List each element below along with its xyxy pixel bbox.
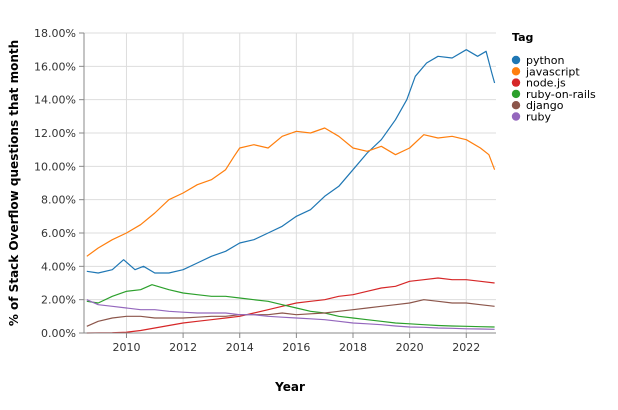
legend-label: javascript (525, 65, 580, 78)
legend-label: ruby (526, 111, 551, 124)
series-line-ruby (86, 299, 495, 330)
x-tick-label: 2010 (112, 341, 140, 354)
y-axis-ticks: 0.00% 2.00% 4.00% 6.00% 8.00% 10.00% 12.00% 14.… (34, 27, 84, 340)
legend-label: python (526, 54, 565, 67)
legend-label: ruby-on-rails (526, 88, 596, 101)
x-tick-label: 2016 (282, 341, 310, 354)
legend-item: python (511, 54, 565, 67)
series-line-python (86, 49, 496, 274)
y-tick-label: 0.00% (41, 327, 76, 340)
legend-item: javascript (511, 65, 580, 78)
legend-swatch (511, 67, 521, 76)
y-tick-label: 10.00% (34, 160, 76, 173)
x-tick-label: 2018 (339, 341, 367, 354)
legend-swatch (511, 101, 521, 110)
legend-title: Tag (512, 31, 533, 44)
legend-item: ruby-on-rails (511, 88, 596, 101)
x-tick-label: 2012 (169, 341, 197, 354)
y-tick-label: 12.00% (34, 127, 76, 140)
x-axis-title: Year (274, 380, 305, 394)
y-tick-label: 18.00% (34, 27, 76, 40)
x-tick-label: 2022 (452, 341, 480, 354)
series-line-ruby-on-rails (86, 284, 495, 328)
x-tick-label: 2020 (396, 341, 424, 354)
legend-swatch (511, 78, 521, 87)
y-tick-label: 2.00% (41, 294, 76, 307)
legend-label: node.js (526, 77, 566, 90)
legend-item: ruby (511, 111, 551, 124)
series-line-node-js (86, 277, 495, 334)
axes (83, 33, 496, 334)
legend-swatch (511, 112, 521, 121)
gridlines (84, 32, 496, 334)
x-axis-ticks: 2010 2012 2014 2016 2018 2020 2022 (112, 333, 480, 354)
y-tick-label: 14.00% (34, 94, 76, 107)
legend: Tag pythonjavascriptnode.jsruby-on-rails… (511, 31, 596, 124)
series-line-javascript (86, 127, 496, 257)
y-tick-label: 4.00% (41, 260, 76, 273)
y-tick-label: 6.00% (41, 227, 76, 240)
legend-label: django (526, 99, 564, 112)
y-axis-title: % of Stack Overflow questions that month (7, 40, 21, 326)
legend-swatch (511, 89, 521, 99)
legend-item: django (511, 99, 564, 112)
y-tick-label: 16.00% (34, 60, 76, 73)
legend-swatch (511, 55, 521, 65)
legend-item: node.js (511, 77, 566, 90)
series-line-django (86, 299, 495, 327)
series-lines (86, 49, 496, 334)
x-tick-label: 2014 (226, 341, 254, 354)
y-tick-label: 8.00% (41, 194, 76, 207)
